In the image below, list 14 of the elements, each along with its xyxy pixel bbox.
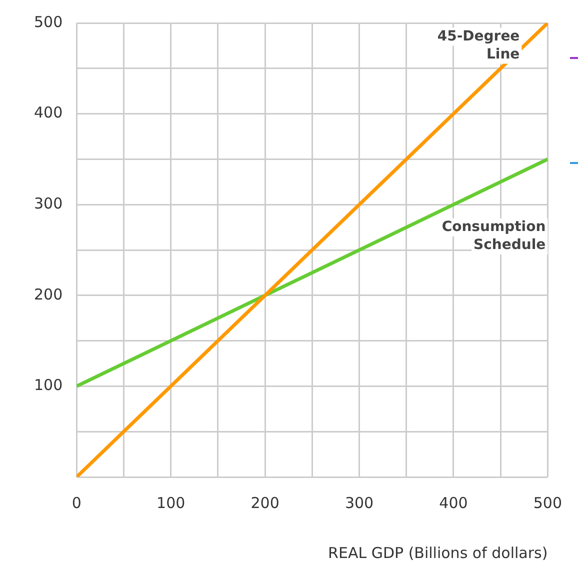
y-tick-label: 200	[34, 285, 63, 304]
x-tick-label: 300	[344, 494, 374, 512]
x-tick-label: 500	[533, 494, 562, 512]
x-tick-label: 0	[72, 494, 82, 512]
y-tick-label: 500	[34, 12, 63, 31]
y-tick-label: 100	[34, 376, 63, 394]
y-tick-label: 300	[34, 194, 63, 212]
x-tick-label: 100	[156, 494, 186, 512]
annotation: Consumption Schedule	[442, 219, 546, 254]
annotation: 45-Degree Line	[437, 28, 520, 62]
x-axis-title: REAL GDP (Billions of dollars)	[328, 544, 548, 562]
x-tick-label: 200	[250, 494, 280, 512]
x-tick-label: 400	[439, 494, 468, 512]
y-tick-label: 400	[34, 104, 63, 122]
